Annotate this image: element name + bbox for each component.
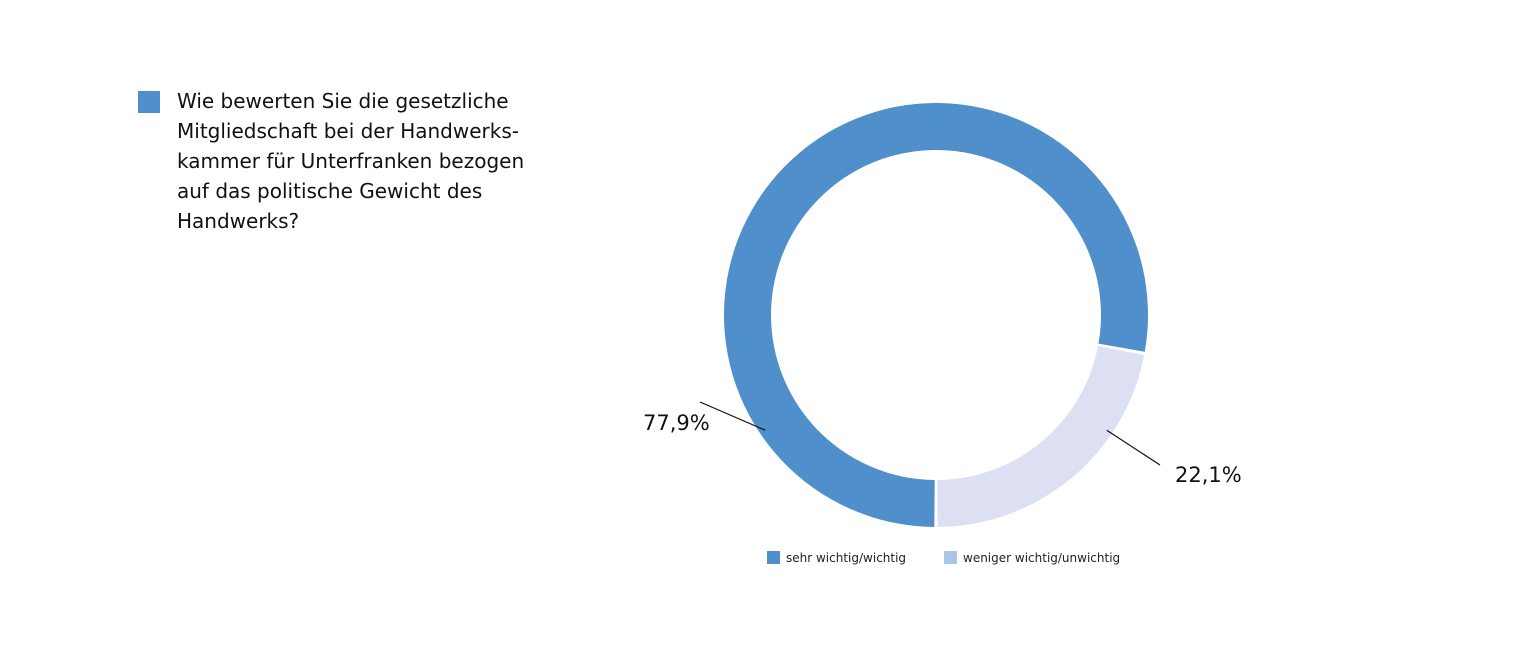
value-label-2: 22,1% xyxy=(1175,463,1242,487)
leader-line-1 xyxy=(699,401,766,431)
leader-line-2 xyxy=(1106,429,1161,466)
legend: sehr wichtig/wichtig weniger wichtig/unwi… xyxy=(767,551,1120,565)
question-text: Wie bewerten Sie die gesetzliche Mitglie… xyxy=(177,89,525,233)
leader-lines-group xyxy=(699,401,1161,466)
slice-2 xyxy=(937,346,1145,527)
value-labels-group: 77,9% 22,1% xyxy=(643,411,1242,487)
legend-label-2: weniger wichtig/unwichtig xyxy=(963,551,1120,565)
legend-swatch-1 xyxy=(767,551,780,564)
legend-swatch-2 xyxy=(944,551,957,564)
value-label-1: 77,9% xyxy=(643,411,710,435)
question-marker xyxy=(138,91,160,113)
legend-label-1: sehr wichtig/wichtig xyxy=(786,551,906,565)
slices-group xyxy=(724,102,1148,527)
